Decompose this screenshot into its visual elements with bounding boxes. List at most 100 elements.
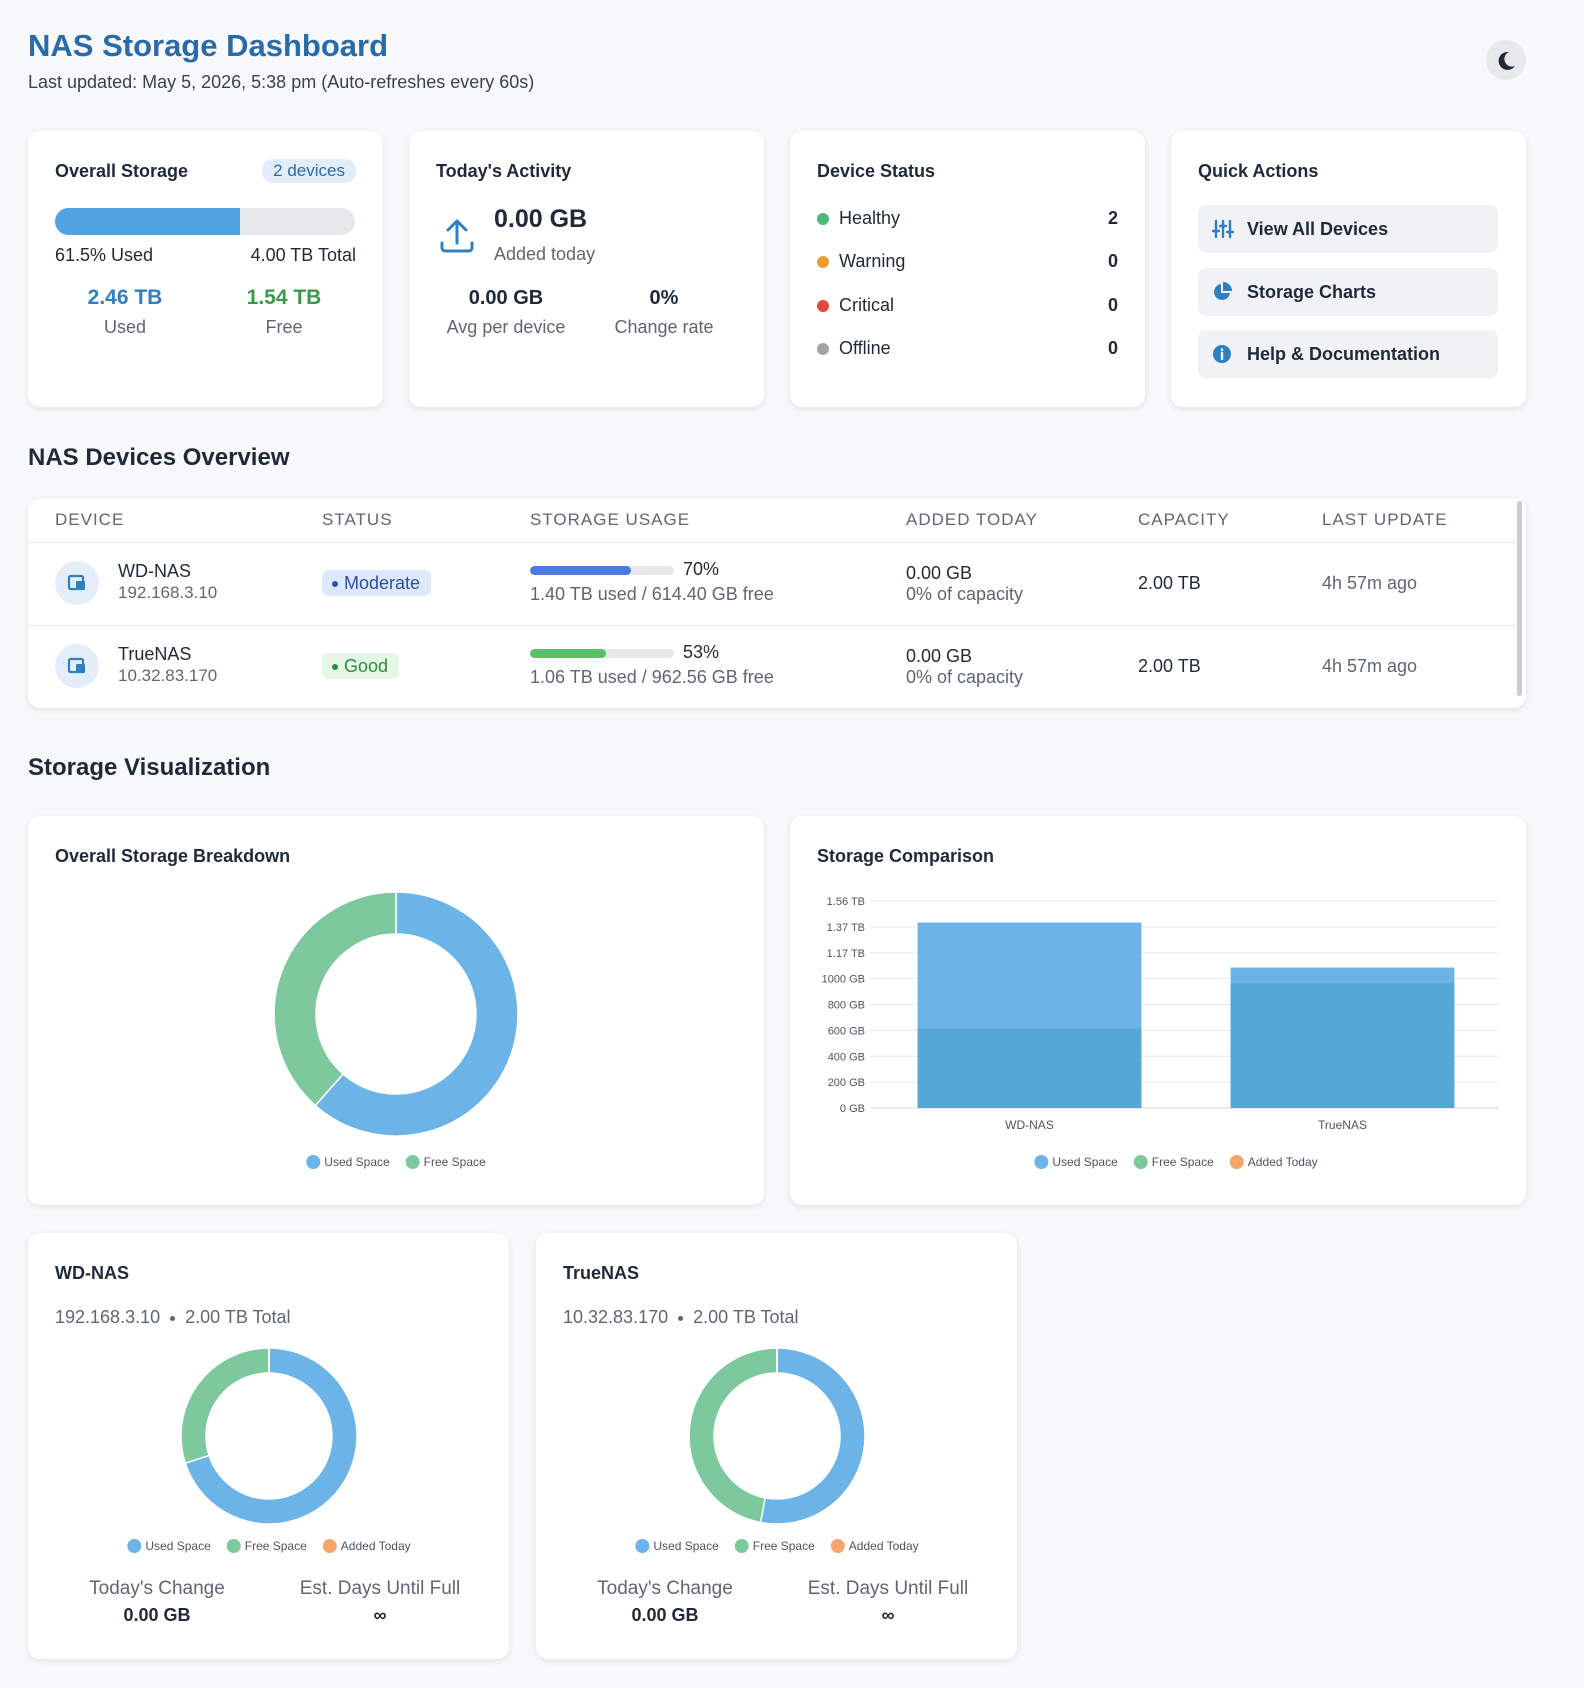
total-capacity: 4.00 TB Total	[250, 245, 356, 265]
chart-title: Overall Storage Breakdown	[55, 846, 291, 866]
column-header: DEVICE	[55, 510, 125, 529]
quick-actions-card: Quick Actions View All Devices Storage C…	[1171, 131, 1526, 407]
activity-card: Today's Activity 0.00 GB Added today 0.0…	[409, 131, 764, 407]
last-update: 4h 57m ago	[1322, 656, 1418, 676]
usage-percent: 53%	[683, 642, 720, 662]
status-badge: Good	[322, 653, 400, 679]
card-title: Quick Actions	[1198, 161, 1319, 181]
legend: Used Space Free Space Added Today	[127, 1539, 411, 1553]
stat-value: ∞	[373, 1605, 387, 1625]
section-title: Storage Visualization	[28, 754, 271, 781]
legend-swatch	[322, 1539, 337, 1553]
usage-percent: 70%	[683, 559, 720, 579]
status-count: 0	[1107, 295, 1118, 315]
device-count-badge: 2 devices	[262, 159, 356, 183]
device-ip: 10.32.83.170	[118, 666, 218, 685]
device-subtitle: 192.168.3.10 2.00 TB Total	[55, 1307, 291, 1328]
column-header: STORAGE USAGE	[530, 510, 691, 529]
row-divider	[28, 542, 1518, 543]
legend-swatch	[1133, 1155, 1148, 1169]
used-value: 2.46 TB	[87, 286, 163, 309]
stat-value: 0.00 GB	[468, 287, 544, 309]
added-today-value: 0.00 GB	[494, 205, 588, 233]
action-button[interactable]: View All Devices	[1198, 205, 1498, 253]
status-dot	[817, 256, 829, 268]
usage-track	[530, 566, 674, 575]
status-text: Good	[344, 656, 389, 676]
action-label: Help & Documentation	[1247, 344, 1441, 364]
legend-swatch	[127, 1539, 142, 1553]
status-dot	[332, 581, 338, 588]
legend-swatch	[405, 1155, 420, 1169]
donut-slice	[688, 1347, 778, 1524]
device-ip: 192.168.3.10	[55, 1307, 161, 1327]
action-label: View All Devices	[1247, 219, 1389, 239]
folder-icon	[67, 574, 85, 591]
device-icon	[55, 561, 99, 605]
legend: Used Space Free Space Added Today	[635, 1539, 919, 1553]
x-tick-label: TrueNAS	[1318, 1118, 1367, 1132]
device-total: 2.00 TB Total	[185, 1307, 291, 1327]
legend-label: Used Space	[145, 1539, 211, 1553]
x-tick-label: WD-NAS	[1005, 1118, 1054, 1132]
stat-value: ∞	[881, 1605, 895, 1625]
action-button[interactable]: Storage Charts	[1198, 268, 1498, 316]
column-header: ADDED TODAY	[906, 510, 1038, 529]
usage-detail: 1.06 TB used / 962.56 GB free	[530, 667, 774, 687]
status-text: Moderate	[344, 573, 421, 593]
sliders-icon	[1212, 219, 1234, 239]
y-tick-label: 0 GB	[840, 1103, 865, 1115]
used-caption: Used	[103, 317, 147, 337]
folder-icon	[67, 657, 85, 674]
status-label: Offline	[839, 338, 891, 358]
pie-icon	[1214, 282, 1232, 300]
chart-title: TrueNAS	[563, 1263, 640, 1283]
usage-detail: 1.40 TB used / 614.40 GB free	[530, 584, 774, 604]
legend-swatch	[1034, 1155, 1049, 1169]
stat-label: Today's Change	[89, 1578, 225, 1599]
y-tick-label: 1000 GB	[822, 974, 865, 986]
device-status-card: Device Status Healthy 2 Warning 0 Critical 0 O…	[790, 131, 1145, 407]
device-icon	[55, 644, 99, 688]
legend-label: Added Today	[849, 1539, 919, 1553]
device-ip: 192.168.3.10	[118, 583, 218, 602]
chart: 0 GB 200 GB 400 GB 600 GB 800 GB 1000 GB 1.17 …	[822, 896, 1499, 1169]
stat-label: Change rate	[614, 317, 714, 337]
legend-swatch	[1229, 1155, 1244, 1169]
info-icon	[1213, 345, 1231, 363]
donut-slice	[180, 1347, 270, 1465]
legend-swatch	[734, 1539, 749, 1553]
chart: Used Space Free Space Added Today	[127, 1347, 411, 1553]
action-label: Storage Charts	[1247, 282, 1377, 302]
column-header: LAST UPDATE	[1322, 510, 1448, 529]
last-updated: Last updated: May 5, 2026, 5:38 pm (Auto…	[28, 72, 535, 92]
stat-value: 0%	[649, 287, 679, 309]
theme-toggle[interactable]	[1486, 40, 1526, 80]
chart: Used Space Free Space	[273, 891, 519, 1169]
chart-card: Overall Storage Breakdown Used Space Free…	[28, 816, 764, 1205]
legend: Used Space Free Space Added Today	[1034, 1155, 1318, 1169]
stat-label: Est. Days Until Full	[807, 1578, 969, 1599]
y-tick-label: 1.17 TB	[827, 948, 865, 960]
chart: Used Space Free Space Added Today	[635, 1347, 919, 1553]
chart-title: Storage Comparison	[817, 846, 995, 866]
upload-icon	[440, 219, 474, 253]
status-count: 2	[1107, 208, 1118, 228]
y-tick-label: 1.37 TB	[827, 922, 865, 934]
separator-dot	[170, 1315, 176, 1321]
card-title: Today's Activity	[436, 161, 572, 181]
y-tick-label: 400 GB	[828, 1051, 865, 1063]
devices-table: DEVICE STATUS STORAGE USAGE ADDED TODAY CAPA…	[28, 499, 1526, 708]
capacity: 2.00 TB	[1138, 656, 1201, 676]
donut-slice	[759, 1347, 866, 1525]
usage-track	[55, 208, 355, 235]
legend-swatch	[635, 1539, 650, 1553]
legend-label: Used Space	[324, 1155, 390, 1169]
action-button[interactable]: Help & Documentation	[1198, 330, 1498, 378]
bar	[1230, 983, 1455, 1108]
legend-label: Used Space	[653, 1539, 719, 1553]
y-tick-label: 800 GB	[828, 1000, 865, 1012]
legend-label: Free Space	[424, 1155, 486, 1169]
device-total: 2.00 TB Total	[693, 1307, 799, 1327]
